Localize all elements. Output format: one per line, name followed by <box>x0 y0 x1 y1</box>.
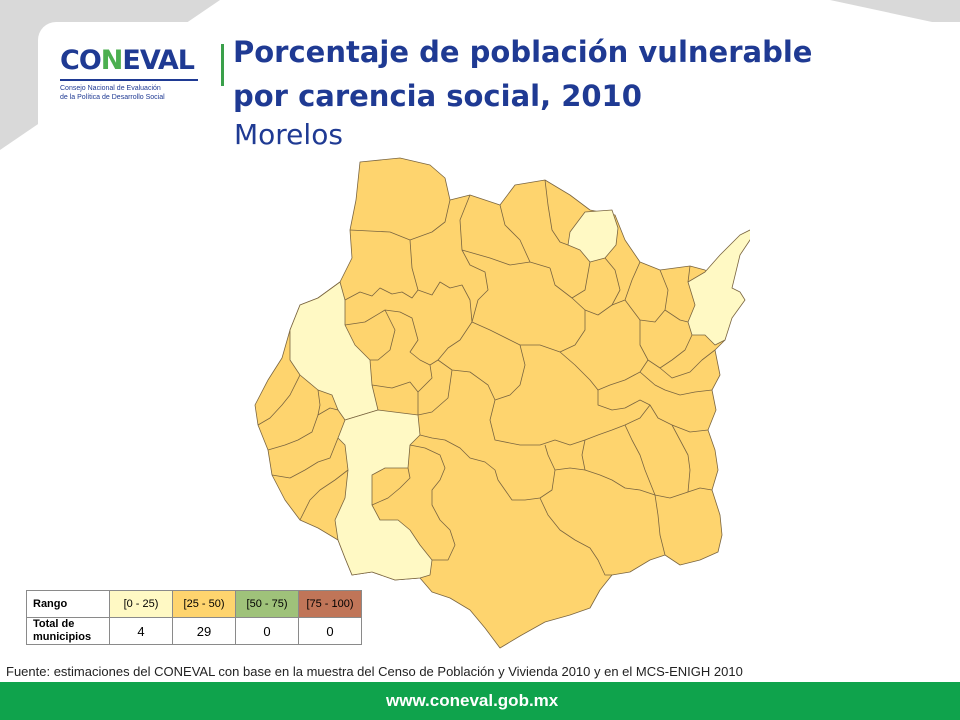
legend-count-2: 29 <box>172 617 236 645</box>
municipality-light-south <box>334 409 433 581</box>
legend-range-row: Rango [0 - 25) [25 - 50) [50 - 75) [75 -… <box>26 590 362 618</box>
title-divider <box>221 44 224 86</box>
legend-range-3: [50 - 75) <box>235 590 299 618</box>
logo-subtitle: Consejo Nacional de Evaluación de la Pol… <box>60 85 165 101</box>
coneval-logo: CONEVAL Consejo Nacional de Evaluación d… <box>60 44 210 108</box>
legend-table: Rango [0 - 25) [25 - 50) [50 - 75) [75 -… <box>26 590 362 645</box>
legend-count-1: 4 <box>109 617 173 645</box>
logo-underline <box>60 79 198 81</box>
legend-count-row: Total de municipios 4 29 0 0 <box>26 617 362 645</box>
municipality-light-east <box>687 229 750 346</box>
header-card <box>38 22 960 162</box>
legend-range-label: Rango <box>26 590 110 618</box>
legend-count-label: Total de municipios <box>26 617 110 645</box>
legend-range-2: [25 - 50) <box>172 590 236 618</box>
municipality-light-north <box>567 209 619 263</box>
legend-range-1: [0 - 25) <box>109 590 173 618</box>
state-name: Morelos <box>234 118 343 151</box>
legend-count-4: 0 <box>298 617 362 645</box>
state-outline <box>254 157 731 649</box>
footer-bar: www.coneval.gob.mx <box>0 682 960 720</box>
source-note: Fuente: estimaciones del CONEVAL con bas… <box>6 664 743 679</box>
logo-wordmark: CONEVAL <box>60 45 195 76</box>
legend-count-3: 0 <box>235 617 299 645</box>
footer-url-link[interactable]: www.coneval.gob.mx <box>386 691 559 710</box>
legend-range-4: [75 - 100) <box>298 590 362 618</box>
morelos-map <box>254 157 750 649</box>
page-title: Porcentaje de población vulnerable por c… <box>233 35 813 113</box>
